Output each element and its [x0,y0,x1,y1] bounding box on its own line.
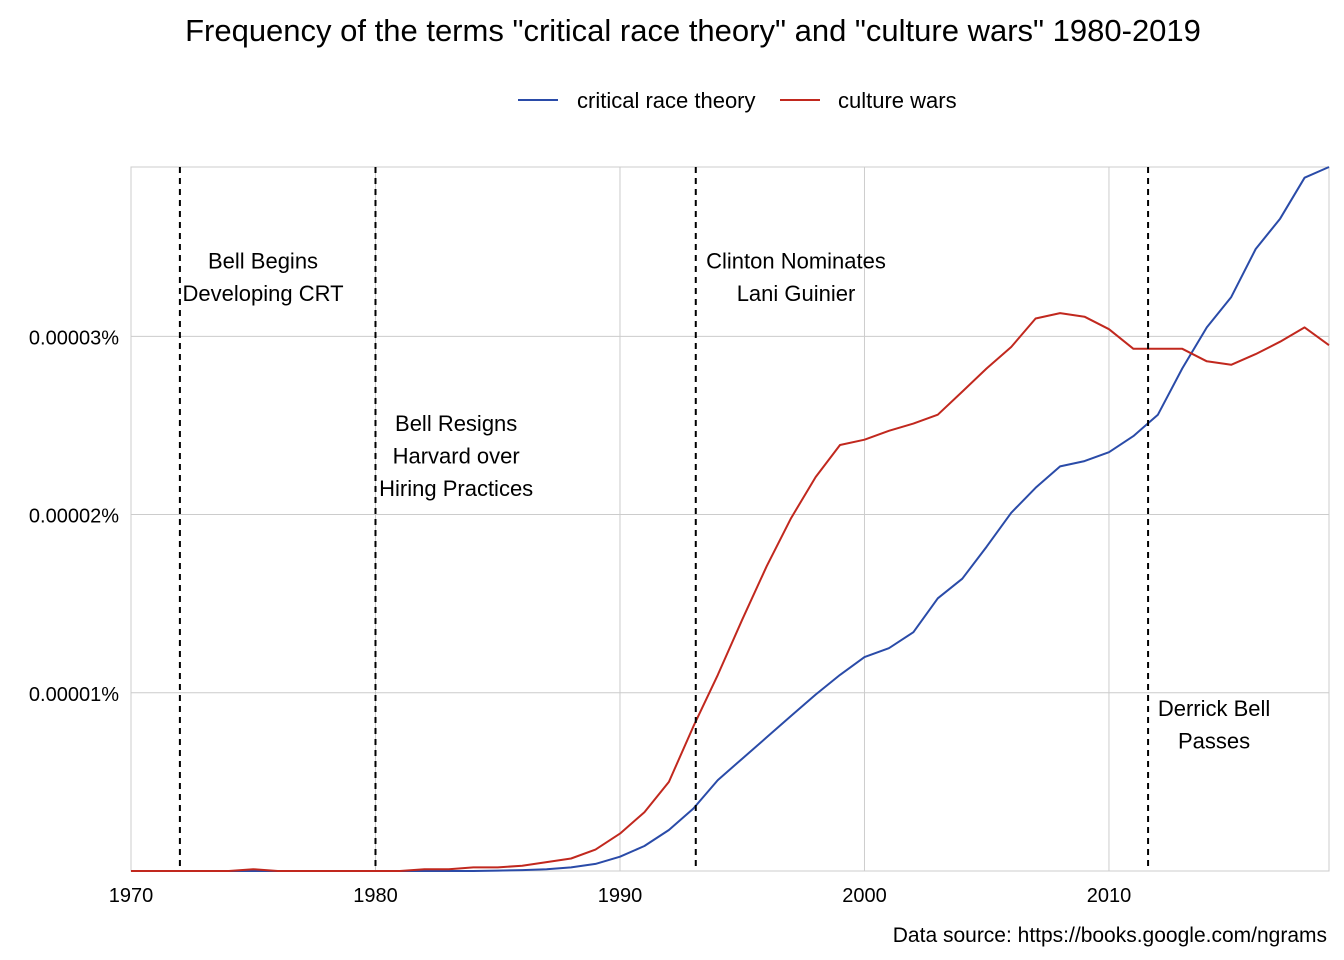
legend-label-critical-race-theory: critical race theory [577,88,756,113]
series-line-culture-wars [131,312,1330,872]
event-annotation: Developing CRT [183,281,344,306]
y-tick-label: 0.00001% [29,684,119,706]
event-annotation: Bell Resigns [395,411,517,436]
event-annotation: Clinton Nominates [706,249,886,274]
chart-title: Frequency of the terms "critical race th… [185,13,1201,48]
x-tick-label: 2000 [842,885,887,907]
event-annotation: Passes [1178,728,1250,753]
event-lines: Bell Begins Developing CRT Bell Resigns Har… [178,167,1270,871]
event-annotation: Hiring Practices [379,476,533,501]
event-annotation: Harvard over [393,443,520,468]
source-note: Data source: https://books.google.com/ng… [893,924,1327,947]
legend-label-culture-wars: culture wars [838,88,957,113]
axis-ticks: 1970 1980 1990 2000 2010 0.00001% 0.00002% 0.00… [29,327,1131,907]
x-tick-label: 1990 [598,885,643,907]
x-tick-label: 1980 [353,885,398,907]
event-annotation: Bell Begins [208,249,318,274]
legend: critical race theory culture wars [518,88,957,113]
x-tick-label: 2010 [1087,885,1132,907]
event-annotation: Lani Guinier [737,281,856,306]
y-tick-label: 0.00002% [29,506,119,528]
plot-lines [131,166,1330,872]
y-tick-label: 0.00003% [29,327,119,349]
x-tick-label: 1970 [109,885,154,907]
event-annotation: Derrick Bell [1158,696,1270,721]
